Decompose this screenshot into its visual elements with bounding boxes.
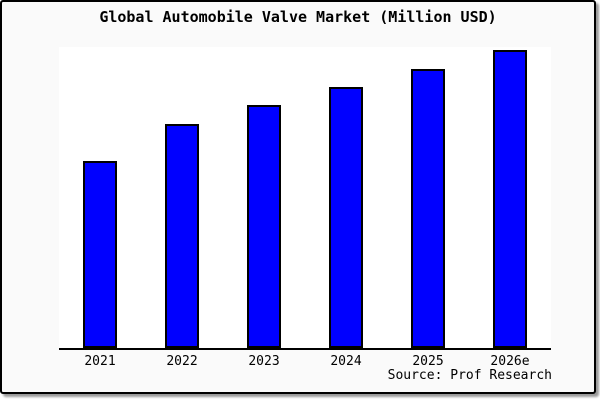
- bar-2022: [165, 124, 199, 348]
- bar-2025: [411, 69, 445, 348]
- x-tick-label-2024: 2024: [330, 354, 362, 369]
- x-tick-label-2023: 2023: [248, 354, 280, 369]
- chart-title: Global Automobile Valve Market (Million …: [99, 8, 497, 26]
- bar-2023: [247, 105, 281, 348]
- bar-2026e: [493, 50, 527, 348]
- x-tick-label-2022: 2022: [166, 354, 198, 369]
- x-tick-label-2021: 2021: [84, 354, 116, 369]
- x-axis-labels: 2021 2022 2023 2024 2025 2026e: [59, 354, 551, 370]
- bar-2024: [329, 87, 363, 348]
- x-tick-label-2026e: 2026e: [490, 354, 530, 369]
- bar-2021: [83, 161, 117, 348]
- x-tick-label-2025: 2025: [412, 354, 444, 369]
- source-note: Source: Prof Research: [387, 368, 552, 383]
- plot-area: [59, 47, 551, 350]
